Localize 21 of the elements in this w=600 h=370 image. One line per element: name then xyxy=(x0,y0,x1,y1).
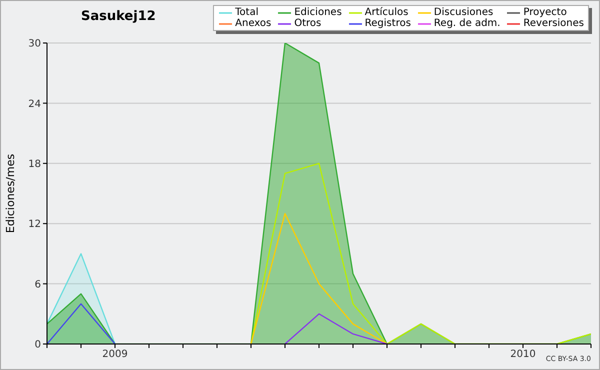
x-tick-label: 2010 xyxy=(510,349,536,360)
chart-title: Sasukej12 xyxy=(81,9,156,24)
legend-label: Otros xyxy=(294,18,322,29)
legend-label: Total xyxy=(235,7,258,18)
y-tick-label: 12 xyxy=(28,219,41,230)
legend-label: Artículos xyxy=(364,7,408,18)
y-axis-title: Ediciones/mes xyxy=(4,154,17,234)
legend-label: Ediciones xyxy=(294,7,342,18)
y-tick-label: 0 xyxy=(34,340,41,351)
line-series xyxy=(250,212,388,344)
legend-label: Registros xyxy=(364,18,411,29)
y-tick-label: 24 xyxy=(28,98,41,110)
legend-label: Reversiones xyxy=(523,18,584,29)
legend-label: Reg. de adm. xyxy=(434,18,500,29)
legend-label: Proyecto xyxy=(523,7,567,18)
y-tick-label: 6 xyxy=(34,279,41,290)
legend-label: Anexos xyxy=(235,18,272,29)
y-tick-label: 30 xyxy=(28,38,41,50)
legend-label: Discusiones xyxy=(434,7,494,18)
x-tick-label: 2009 xyxy=(102,349,128,360)
y-tick-label: 18 xyxy=(28,158,41,170)
